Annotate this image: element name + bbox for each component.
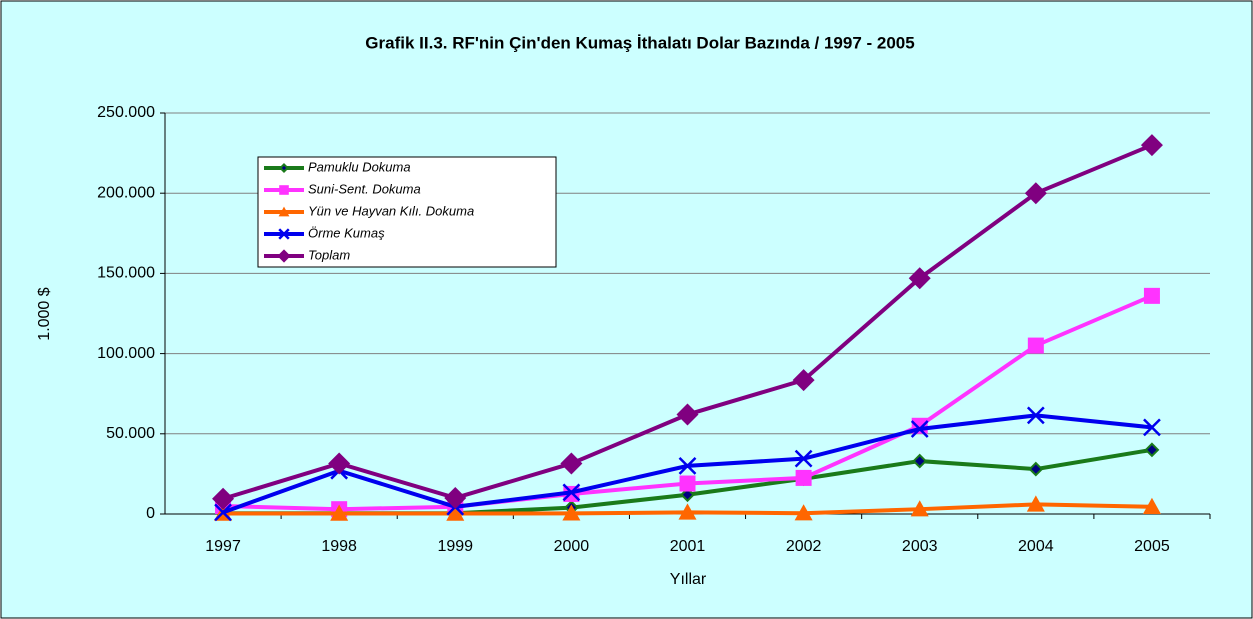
marker bbox=[1143, 418, 1161, 437]
marker bbox=[794, 449, 813, 468]
marker bbox=[562, 504, 581, 521]
x-tick-label: 2000 bbox=[554, 538, 590, 555]
marker bbox=[795, 469, 812, 486]
marker bbox=[212, 487, 235, 510]
marker bbox=[794, 504, 813, 521]
marker bbox=[278, 206, 290, 217]
marker bbox=[910, 500, 929, 517]
marker bbox=[1144, 442, 1160, 458]
x-tick-label: 2004 bbox=[1018, 538, 1054, 555]
legend-label: Örme Kumaş bbox=[308, 225, 385, 240]
marker bbox=[910, 420, 929, 438]
marker bbox=[279, 185, 289, 195]
marker bbox=[214, 503, 232, 522]
y-tick-label: 250.000 bbox=[97, 104, 155, 121]
marker bbox=[446, 504, 465, 521]
marker bbox=[330, 504, 349, 521]
marker bbox=[912, 453, 928, 469]
marker bbox=[1143, 287, 1160, 304]
marker bbox=[562, 483, 581, 502]
y-tick-label: 200.000 bbox=[97, 184, 155, 201]
marker bbox=[680, 487, 695, 503]
x-tick-label: 1997 bbox=[205, 538, 241, 555]
legend-label: Yün ve Hayvan Kılı. Dokuma bbox=[308, 203, 474, 218]
marker bbox=[908, 267, 931, 290]
marker bbox=[1027, 337, 1044, 354]
x-tick-label: 1998 bbox=[321, 538, 357, 555]
y-axis-title: 1.000 $ bbox=[36, 287, 53, 340]
x-tick-label: 1999 bbox=[437, 538, 473, 555]
marker bbox=[676, 403, 699, 426]
chart-title: Grafik II.3. RF'nin Çin'den Kumaş İthala… bbox=[365, 33, 914, 52]
x-tick-label: 2003 bbox=[902, 538, 938, 555]
marker bbox=[1140, 134, 1163, 157]
marker bbox=[1026, 406, 1045, 425]
y-tick-label: 50.000 bbox=[106, 425, 155, 442]
marker bbox=[1024, 182, 1047, 205]
marker bbox=[1028, 461, 1044, 477]
marker bbox=[560, 452, 583, 475]
y-tick-label: 150.000 bbox=[97, 265, 155, 282]
x-axis-title: Yıllar bbox=[670, 571, 707, 588]
y-tick-label: 100.000 bbox=[97, 345, 155, 362]
x-tick-label: 2001 bbox=[670, 538, 706, 555]
legend-label: Pamuklu Dokuma bbox=[308, 159, 411, 174]
marker bbox=[678, 503, 697, 520]
legend-label: Toplam bbox=[308, 247, 350, 262]
marker bbox=[1142, 497, 1161, 514]
marker bbox=[679, 475, 696, 492]
marker bbox=[277, 249, 291, 263]
marker bbox=[444, 486, 467, 509]
y-tick-label: 0 bbox=[146, 505, 155, 522]
legend bbox=[257, 156, 557, 268]
marker bbox=[678, 456, 697, 475]
marker bbox=[278, 228, 290, 240]
x-tick-label: 2002 bbox=[786, 538, 822, 555]
x-tick-label: 2005 bbox=[1134, 538, 1170, 555]
legend-label: Suni-Sent. Dokuma bbox=[308, 181, 421, 196]
marker bbox=[792, 369, 815, 392]
marker bbox=[1026, 495, 1045, 512]
marker bbox=[278, 162, 290, 174]
marker bbox=[328, 452, 351, 475]
